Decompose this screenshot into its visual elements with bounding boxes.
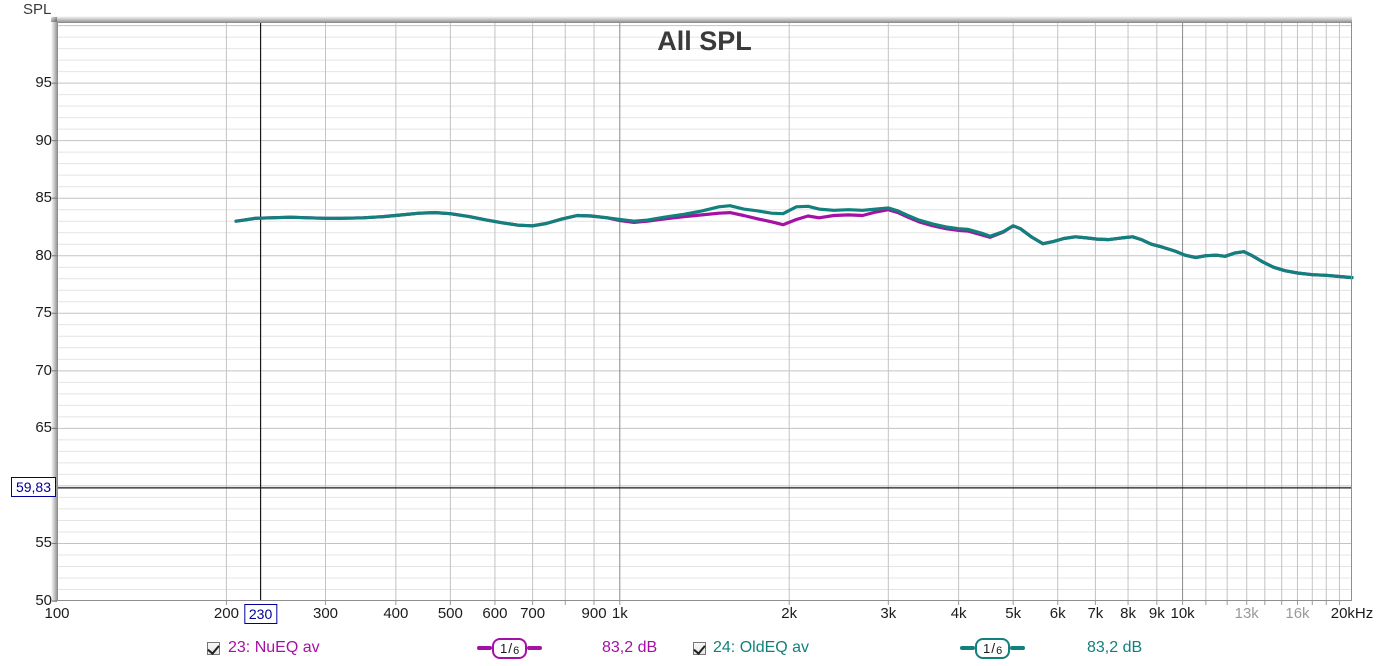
smoothing-line-left [960, 646, 975, 650]
x-tick-label: 13k [1234, 605, 1259, 622]
y-axis-title: SPL [23, 1, 52, 18]
x-tick-label: 200 [213, 605, 239, 622]
smoothing-fraction: 1/6 [975, 637, 1011, 659]
level-readout-nueq: 83,2 dB [602, 639, 658, 656]
series-curve-oldeq [234, 204, 1354, 280]
checkmark-icon [207, 641, 220, 655]
x-tick-label: 600 [482, 605, 508, 622]
checkmark-icon [693, 641, 706, 655]
x-tick-label: 8k [1120, 605, 1136, 622]
x-tick-label: 400 [383, 605, 409, 622]
legend-label-nueq[interactable]: 23: NuEQ av [228, 639, 320, 656]
legend-checkbox-nueq[interactable] [207, 638, 220, 658]
x-tick-label: 3k [880, 605, 897, 622]
x-tick-label: 20kHz [1330, 605, 1374, 622]
x-tick-label: 10k [1170, 605, 1195, 622]
y-tick-label: 90 [35, 131, 52, 149]
smoothing-badge-nueq: 1/6 [477, 637, 543, 659]
plot-top-shadow [51, 16, 1352, 22]
x-tick-label: 500 [437, 605, 463, 622]
x-tick-label: 700 [520, 605, 546, 622]
x-tick-label: 2k [781, 605, 798, 622]
smoothing-badge-oldeq: 1/6 [960, 637, 1026, 659]
x-tick-label: 6k [1049, 605, 1066, 622]
smoothing-fraction: 1/6 [492, 637, 528, 659]
y-tick-label: 80 [35, 246, 52, 264]
x-tick-label: 100 [44, 605, 70, 622]
cursor-frequency-readout: 230 [243, 604, 278, 624]
chart-title: All SPL [657, 26, 752, 56]
smoothing-line-left [477, 646, 492, 650]
x-tick-label: 300 [313, 605, 339, 622]
y-tick-label: 50 [35, 592, 52, 609]
y-tick-label: 95 [35, 74, 52, 92]
smoothing-line-right [1010, 646, 1026, 650]
y-tick-label: 70 [35, 361, 52, 379]
plot-left-shadow [51, 17, 57, 602]
x-tick-label: 4k [950, 605, 967, 622]
legend-label-oldeq[interactable]: 24: OldEQ av [713, 639, 810, 656]
plot-frame [57, 22, 1352, 601]
y-tick-label: 75 [35, 304, 52, 322]
y-tick-label: 65 [35, 419, 52, 437]
y-tick-label: 85 [35, 189, 52, 207]
x-tick-label: 5k [1005, 605, 1022, 622]
cursor-level-readout: 59,83 [10, 476, 56, 497]
x-tick-label: 16k [1285, 605, 1310, 622]
y-tick-label: 55 [35, 534, 52, 552]
legend-checkbox-oldeq[interactable] [693, 638, 706, 658]
x-tick-label: 9k [1148, 605, 1165, 622]
smoothing-line-right [527, 646, 543, 650]
x-tick-label: 1k [611, 605, 628, 622]
x-tick-label: 7k [1087, 605, 1104, 622]
level-readout-oldeq: 83,2 dB [1087, 639, 1143, 656]
x-tick-label: 900 [581, 605, 607, 622]
